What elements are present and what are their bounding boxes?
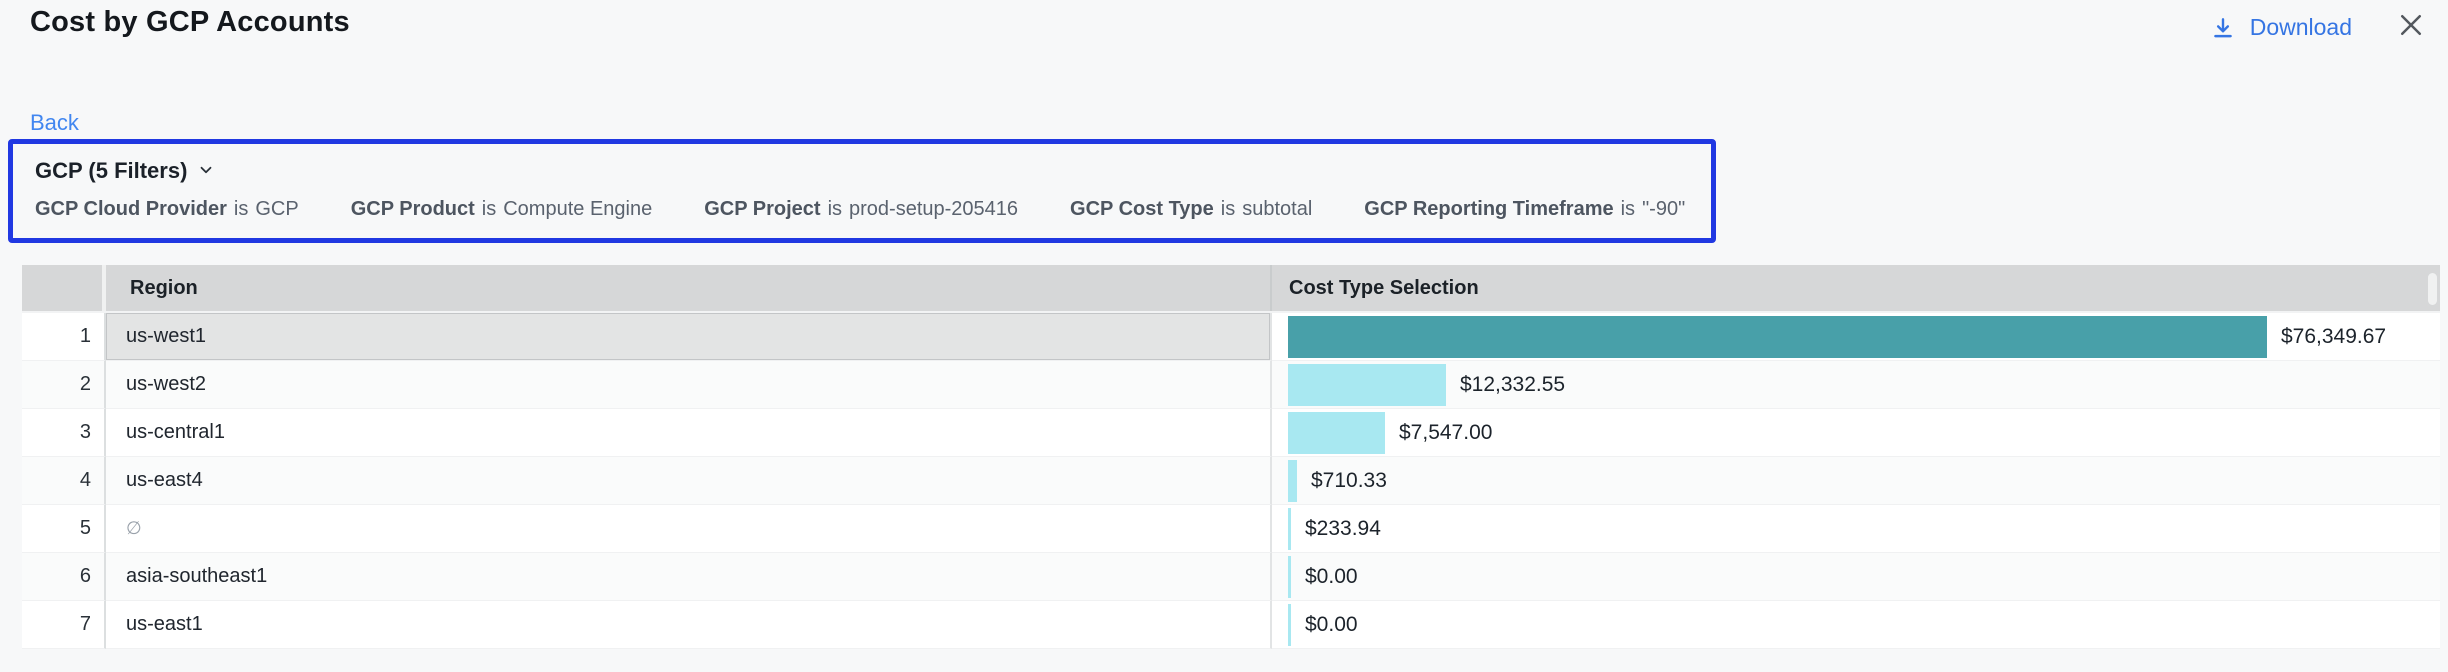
cost-value-label: $233.94 — [1305, 516, 1381, 540]
cost-cell: $12,332.55 — [1272, 361, 2440, 409]
filter-name: GCP Project — [704, 198, 821, 220]
region-label: asia-southeast1 — [126, 565, 268, 587]
filter-panel: GCP (5 Filters) GCP Cloud Provider is GCP G… — [8, 139, 1716, 243]
filter-value: subtotal — [1242, 198, 1313, 220]
filter-summary-dropdown[interactable]: GCP (5 Filters) — [35, 154, 1711, 188]
cost-bar[interactable] — [1288, 411, 1385, 454]
cost-value-label: $7,547.00 — [1399, 420, 1493, 444]
region-cell[interactable]: us-east1 — [106, 601, 1272, 649]
table-row[interactable]: 4 us-east4 $710.33 — [22, 457, 2440, 505]
filter-operator: is — [827, 198, 843, 220]
close-icon — [2396, 10, 2426, 45]
cost-bar[interactable] — [1288, 507, 1291, 550]
table-row[interactable]: 1 us-west1 $76,349.67 — [22, 313, 2440, 361]
cost-cell: $710.33 — [1272, 457, 2440, 505]
filter-item[interactable]: GCP Cloud Provider is GCP — [35, 198, 299, 221]
filter-item[interactable]: GCP Project is prod-setup-205416 — [704, 198, 1018, 221]
region-label: us-west2 — [126, 373, 207, 395]
page-title: Cost by GCP Accounts — [30, 6, 350, 38]
table-header: Region Cost Type Selection — [22, 265, 2440, 313]
row-number-header — [22, 265, 106, 311]
download-button[interactable]: Download — [2210, 14, 2352, 41]
filter-name: GCP Cloud Provider — [35, 198, 227, 220]
region-cell[interactable]: ∅ — [106, 505, 1272, 553]
cost-bar[interactable] — [1288, 555, 1291, 598]
region-label: us-east4 — [126, 469, 203, 491]
cost-cell: $76,349.67 — [1272, 313, 2440, 361]
chevron-down-icon — [197, 158, 215, 185]
cost-value-label: $0.00 — [1305, 612, 1358, 636]
region-column-header: Region — [106, 265, 1272, 311]
region-label: us-west1 — [126, 325, 207, 347]
row-number: 6 — [22, 553, 106, 601]
filter-summary-label: GCP (5 Filters) — [35, 158, 188, 183]
filter-item[interactable]: GCP Product is Compute Engine — [351, 198, 653, 221]
filter-list: GCP Cloud Provider is GCP GCP Product is Comp… — [35, 198, 1711, 221]
region-cell[interactable]: us-west1 — [106, 313, 1272, 361]
row-number: 2 — [22, 361, 106, 409]
download-label: Download — [2249, 14, 2352, 40]
cost-column-header: Cost Type Selection — [1289, 276, 1479, 299]
filter-value: Compute Engine — [503, 198, 653, 220]
filter-operator: is — [1220, 198, 1236, 220]
vertical-scrollbar-thumb[interactable] — [2428, 273, 2437, 305]
filter-operator: is — [481, 198, 497, 220]
cost-value-label: $0.00 — [1305, 564, 1358, 588]
cost-cell: $0.00 — [1272, 553, 2440, 601]
region-label: us-central1 — [126, 421, 225, 443]
cost-bar[interactable] — [1288, 363, 1446, 406]
region-cell[interactable]: us-east4 — [106, 457, 1272, 505]
table-body: 1 us-west1 $76,349.67 2 us-west2 $12,332… — [22, 313, 2440, 649]
close-button[interactable] — [2396, 10, 2426, 45]
cost-bar[interactable] — [1288, 315, 2267, 358]
cost-cell: $233.94 — [1272, 505, 2440, 553]
cost-value-label: $76,349.67 — [2281, 324, 2387, 348]
cost-table: Region Cost Type Selection 1 us-west1 $7… — [22, 265, 2440, 649]
cost-cell: $7,547.00 — [1272, 409, 2440, 457]
filter-name: GCP Reporting Timeframe — [1364, 198, 1614, 220]
download-icon — [2210, 15, 2236, 41]
cost-cell: $0.00 — [1272, 601, 2440, 649]
table-row[interactable]: 2 us-west2 $12,332.55 — [22, 361, 2440, 409]
filter-item[interactable]: GCP Cost Type is subtotal — [1070, 198, 1312, 221]
region-cell[interactable]: us-central1 — [106, 409, 1272, 457]
row-number: 7 — [22, 601, 106, 649]
row-number: 4 — [22, 457, 106, 505]
header-actions: Download — [2210, 10, 2426, 45]
filter-value: GCP — [255, 198, 299, 220]
table-row[interactable]: 3 us-central1 $7,547.00 — [22, 409, 2440, 457]
region-cell[interactable]: asia-southeast1 — [106, 553, 1272, 601]
row-number: 1 — [22, 313, 106, 361]
table-row[interactable]: 6 asia-southeast1 $0.00 — [22, 553, 2440, 601]
filter-name: GCP Product — [350, 198, 475, 220]
cost-bar[interactable] — [1288, 603, 1291, 646]
table-row[interactable]: 7 us-east1 $0.00 — [22, 601, 2440, 649]
row-number: 3 — [22, 409, 106, 457]
region-label: us-east1 — [126, 613, 203, 635]
region-cell[interactable]: us-west2 — [106, 361, 1272, 409]
filter-operator: is — [1620, 198, 1636, 220]
row-number: 5 — [22, 505, 106, 553]
filter-operator: is — [233, 198, 249, 220]
filter-value: prod-setup-205416 — [849, 198, 1019, 220]
cost-bar[interactable] — [1288, 459, 1297, 502]
filter-name: GCP Cost Type — [1070, 198, 1214, 220]
table-row[interactable]: 5 ∅ $233.94 — [22, 505, 2440, 553]
filter-value: "-90" — [1642, 198, 1686, 220]
cost-value-label: $12,332.55 — [1460, 372, 1566, 396]
region-label: ∅ — [126, 518, 142, 538]
filter-item[interactable]: GCP Reporting Timeframe is "-90" — [1364, 198, 1685, 221]
cost-value-label: $710.33 — [1311, 468, 1387, 492]
back-link[interactable]: Back — [30, 110, 79, 135]
